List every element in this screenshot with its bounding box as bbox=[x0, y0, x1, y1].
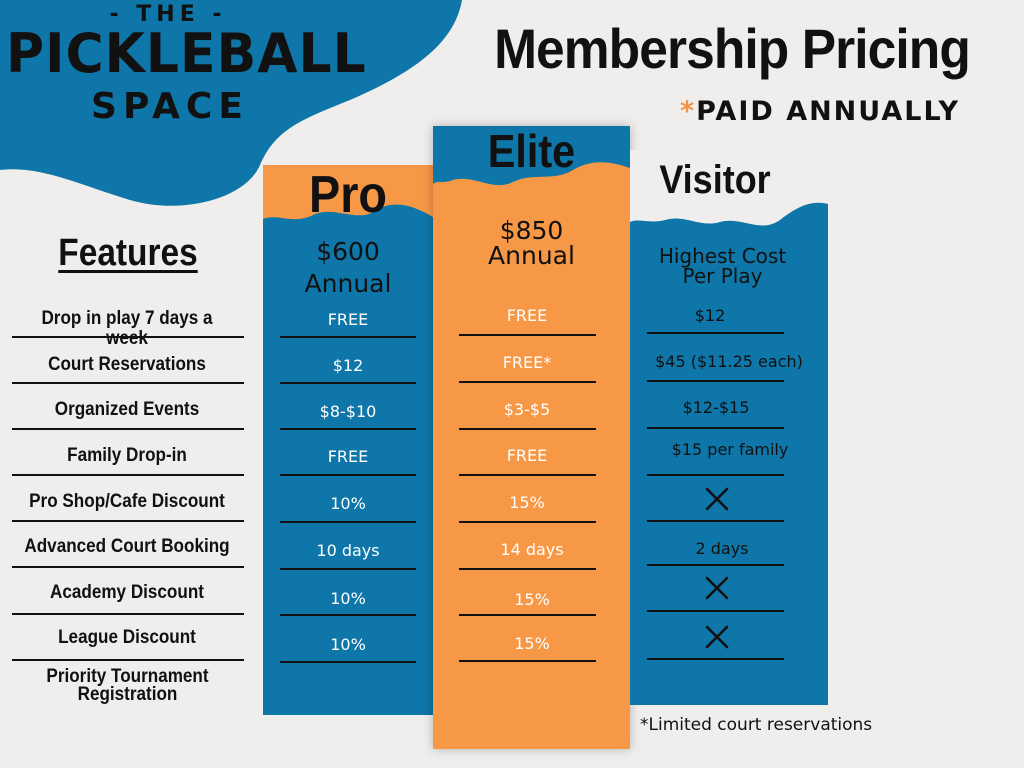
plan-column-pro: Pro $600 Annual bbox=[263, 165, 433, 715]
plan-column-elite: Elite $850 Annual bbox=[433, 125, 630, 749]
elite-divider bbox=[459, 660, 596, 662]
page-subtitle: *PAID ANNUALLY bbox=[680, 96, 1000, 127]
pro-divider bbox=[280, 661, 416, 663]
visitor-divider bbox=[647, 658, 784, 660]
feature-divider bbox=[12, 659, 244, 661]
subtitle-text: PAID ANNUALLY bbox=[696, 96, 961, 127]
feature-academy-discount: Academy Discount bbox=[50, 582, 204, 603]
pro-organized-events: $8-$10 bbox=[319, 402, 377, 421]
visitor-divider bbox=[647, 610, 784, 612]
pro-shop-discount: 10% bbox=[330, 494, 366, 513]
visitor-divider bbox=[647, 427, 784, 429]
subtitle-star: * bbox=[680, 96, 697, 127]
logo-space: SPACE bbox=[91, 86, 249, 127]
elite-price: $850 bbox=[499, 216, 564, 245]
elite-divider bbox=[459, 334, 596, 336]
pro-divider bbox=[280, 568, 416, 570]
elite-price-period: Annual bbox=[488, 241, 575, 270]
pro-divider bbox=[280, 474, 416, 476]
pro-academy-discount: 10% bbox=[330, 589, 366, 608]
pro-divider bbox=[280, 614, 416, 616]
elite-academy-discount: 15% bbox=[514, 590, 550, 609]
visitor-advanced-booking: 2 days bbox=[695, 539, 749, 558]
plan-name-pro: Pro bbox=[308, 166, 388, 224]
elite-court-reservations: FREE* bbox=[502, 353, 552, 372]
visitor-divider bbox=[647, 520, 784, 522]
feature-priority-tournament: Priority Tournament Registration bbox=[46, 666, 209, 705]
pro-advanced-booking: 10 days bbox=[316, 541, 380, 560]
logo-the: - THE - bbox=[109, 2, 227, 27]
visitor-divider bbox=[647, 332, 784, 334]
feature-divider bbox=[12, 613, 244, 615]
feature-organized-events: Organized Events bbox=[54, 399, 200, 420]
pro-price-period: Annual bbox=[304, 269, 392, 298]
plan-name-elite: Elite bbox=[487, 125, 576, 177]
elite-shop-discount: 15% bbox=[509, 493, 545, 512]
visitor-court-reservations: $45 ($11.25 each) bbox=[655, 352, 803, 371]
elite-organized-events: $3-$5 bbox=[503, 400, 551, 419]
page-title: Membership Pricing bbox=[494, 17, 971, 80]
pro-divider bbox=[280, 382, 416, 384]
feature-pro-shop-discount: Pro Shop/Cafe Discount bbox=[29, 491, 225, 512]
pro-family-drop-in: FREE bbox=[327, 447, 369, 466]
features-heading: Features bbox=[58, 232, 198, 274]
elite-advanced-booking: 14 days bbox=[500, 540, 564, 559]
visitor-price: Highest Cost bbox=[658, 244, 787, 268]
x-icon bbox=[705, 625, 729, 649]
visitor-family-drop-in: $15 per family bbox=[671, 440, 789, 459]
feature-drop-in: Drop in play 7 days a week bbox=[41, 308, 213, 349]
pro-divider bbox=[280, 521, 416, 523]
feature-family-drop-in: Family Drop-in bbox=[67, 445, 187, 466]
feature-divider bbox=[12, 520, 244, 522]
visitor-divider bbox=[647, 564, 784, 566]
elite-divider bbox=[459, 521, 596, 523]
logo-pickleball: PICKLEBALL bbox=[6, 22, 367, 86]
visitor-price-note: Per Play bbox=[682, 264, 763, 288]
elite-divider bbox=[459, 381, 596, 383]
elite-divider bbox=[459, 614, 596, 616]
feature-divider bbox=[12, 428, 244, 430]
feature-divider bbox=[12, 382, 244, 384]
feature-divider bbox=[12, 566, 244, 568]
elite-family-drop-in: FREE bbox=[506, 446, 548, 465]
elite-league-discount: 15% bbox=[514, 634, 550, 653]
pro-price: $600 bbox=[316, 237, 380, 266]
x-icon bbox=[705, 576, 729, 600]
elite-divider bbox=[459, 428, 596, 430]
plan-name-visitor: Visitor bbox=[659, 158, 771, 202]
feature-divider bbox=[12, 336, 244, 338]
pro-court-reservations: $12 bbox=[332, 356, 364, 375]
visitor-header-wave bbox=[630, 150, 828, 226]
elite-header-wave bbox=[433, 126, 630, 186]
x-icon bbox=[705, 487, 729, 511]
feature-divider bbox=[12, 474, 244, 476]
visitor-divider bbox=[647, 380, 784, 382]
feature-court-reservations: Court Reservations bbox=[48, 354, 206, 375]
pro-league-discount: 10% bbox=[330, 635, 366, 654]
elite-divider bbox=[459, 568, 596, 570]
visitor-divider bbox=[647, 474, 784, 476]
pro-divider bbox=[280, 336, 416, 338]
visitor-organized-events: $12-$15 bbox=[682, 398, 750, 417]
footnote: *Limited court reservations bbox=[640, 715, 873, 735]
elite-divider bbox=[459, 474, 596, 476]
pro-drop-in: FREE bbox=[327, 310, 369, 329]
feature-league-discount: League Discount bbox=[58, 627, 196, 648]
pro-divider bbox=[280, 428, 416, 430]
elite-drop-in: FREE bbox=[506, 306, 548, 325]
visitor-drop-in: $12 bbox=[694, 306, 726, 325]
feature-advanced-booking: Advanced Court Booking bbox=[24, 536, 230, 557]
logo-background-shape bbox=[0, 0, 462, 206]
pro-header-wave bbox=[263, 165, 433, 220]
